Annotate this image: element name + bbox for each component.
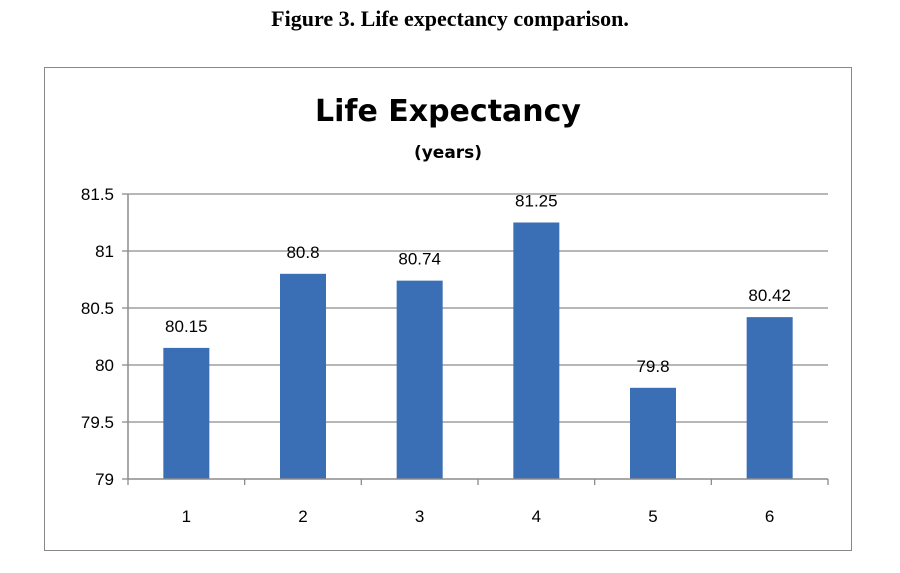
y-tick-label: 81.5: [81, 185, 114, 204]
figure-caption: Figure 3. Life expectancy comparison.: [271, 6, 629, 31]
data-label: 79.8: [636, 357, 669, 376]
bar: [163, 347, 210, 479]
y-tick-label: 79: [95, 470, 114, 489]
bar: [630, 387, 676, 479]
x-tick-label: 1: [182, 507, 191, 526]
y-tick-label: 80.5: [81, 299, 114, 318]
x-tick-label: 6: [765, 507, 774, 526]
bar: [396, 280, 443, 479]
chart-title: Life Expectancy: [315, 94, 581, 129]
y-tick-labels: 79 79.5 80 80.5 81 81.5: [81, 185, 114, 489]
x-tick-label: 2: [298, 507, 307, 526]
bar: [746, 317, 793, 479]
chart-subtitle: (years): [414, 143, 482, 163]
data-label: 80.15: [165, 317, 208, 336]
data-label: 80.74: [398, 250, 441, 269]
x-tick-label: 5: [648, 507, 657, 526]
bar: [280, 273, 326, 479]
data-labels: 80.15 80.8 80.74 81.25 79.8 80.42: [165, 192, 791, 376]
y-tick-label: 80: [95, 356, 114, 375]
x-tick-label: 3: [415, 507, 424, 526]
bar: [513, 222, 560, 479]
gridlines: [122, 193, 828, 480]
y-tick-label: 81: [95, 242, 114, 261]
bars: [163, 222, 793, 479]
data-label: 80.42: [748, 286, 791, 305]
data-label: 80.8: [286, 243, 319, 262]
y-tick-label: 79.5: [81, 413, 114, 432]
axes: [127, 194, 829, 485]
data-label: 81.25: [515, 192, 558, 211]
x-tick-label: 4: [532, 507, 541, 526]
x-tick-labels: 1 2 3 4 5 6: [182, 507, 775, 526]
